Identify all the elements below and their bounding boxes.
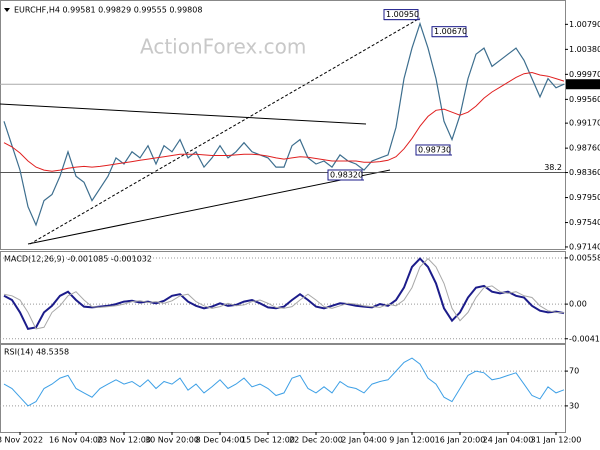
x-tick-label: 2 Jan 04:00 [341,436,387,445]
series-line [3,357,565,407]
y-tick-label: 1.00380 [569,45,600,54]
fib-label: 38.2 [544,163,562,172]
last-price-box [566,79,600,90]
annotation-label: 0.98730 [418,145,451,154]
y-tick-label: 1.00790 [569,20,600,29]
y-tick-label: 0.99560 [569,95,600,104]
x-tick-label: 23 Nov 12:00 [97,436,151,445]
y-tick-label: 0.98360 [569,168,600,177]
chart-title: EURCHF,H4 0.99581 0.99829 0.99555 0.9980… [14,6,202,15]
x-tick-label: 31 Jan 12:00 [531,436,582,445]
x-tick-label: 15 Dec 12:00 [241,436,295,445]
series-line [3,21,565,227]
macd-panel [0,251,566,344]
x-tick-label: 8 Nov 2022 [0,436,43,445]
macd-title: MACD(12,26,9) -0.001085 -0.001032 [4,255,152,264]
x-tick-label: 22 Dec 20:00 [289,436,343,445]
series-line [3,71,565,172]
y-tick-label: 30 [569,401,579,410]
trendlines [0,17,421,245]
x-tick-label: 9 Jan 12:00 [389,436,435,445]
y-tick-label: 70 [569,367,579,376]
price-panel [0,0,566,250]
annotation-label: 1.00670 [434,27,467,36]
rsi-panel [0,344,566,433]
y-tick-label: 0.97540 [569,218,600,227]
rsi-title: RSI(14) 48.5358 [4,348,69,357]
x-tick-label: 16 Nov 04:00 [49,436,103,445]
last-price-label: 0.99808 [568,80,600,89]
y-tick-label: 0.97950 [569,193,600,202]
x-tick-label: 16 Jan 20:00 [435,436,486,445]
x-tick-label: 8 Dec 04:00 [196,436,245,445]
series-line [3,257,565,331]
menu-icon [4,8,10,12]
watermark: ActionForex.com [140,35,306,59]
annotation-box [327,169,363,181]
y-tick-label: 0.99970 [569,70,600,79]
y-tick-label: 0.98760 [569,144,600,153]
annotation-box [415,144,451,156]
y-tick-label: 0.005582 [569,253,600,262]
annotation-box [431,26,467,38]
y-tick-label: 0.00 [569,300,587,309]
y-tick-label: 0.99170 [569,119,600,128]
y-tick-label: 0.97140 [569,242,600,251]
annotation-label: 0.98320 [330,170,363,179]
annotation-label: 1.00950 [386,10,419,19]
series-line [3,257,565,330]
x-tick-label: 24 Jan 04:00 [483,436,534,445]
annotation-box [383,9,419,21]
x-tick-label: 30 Nov 20:00 [145,436,199,445]
y-tick-label: -0.004188 [569,334,600,343]
